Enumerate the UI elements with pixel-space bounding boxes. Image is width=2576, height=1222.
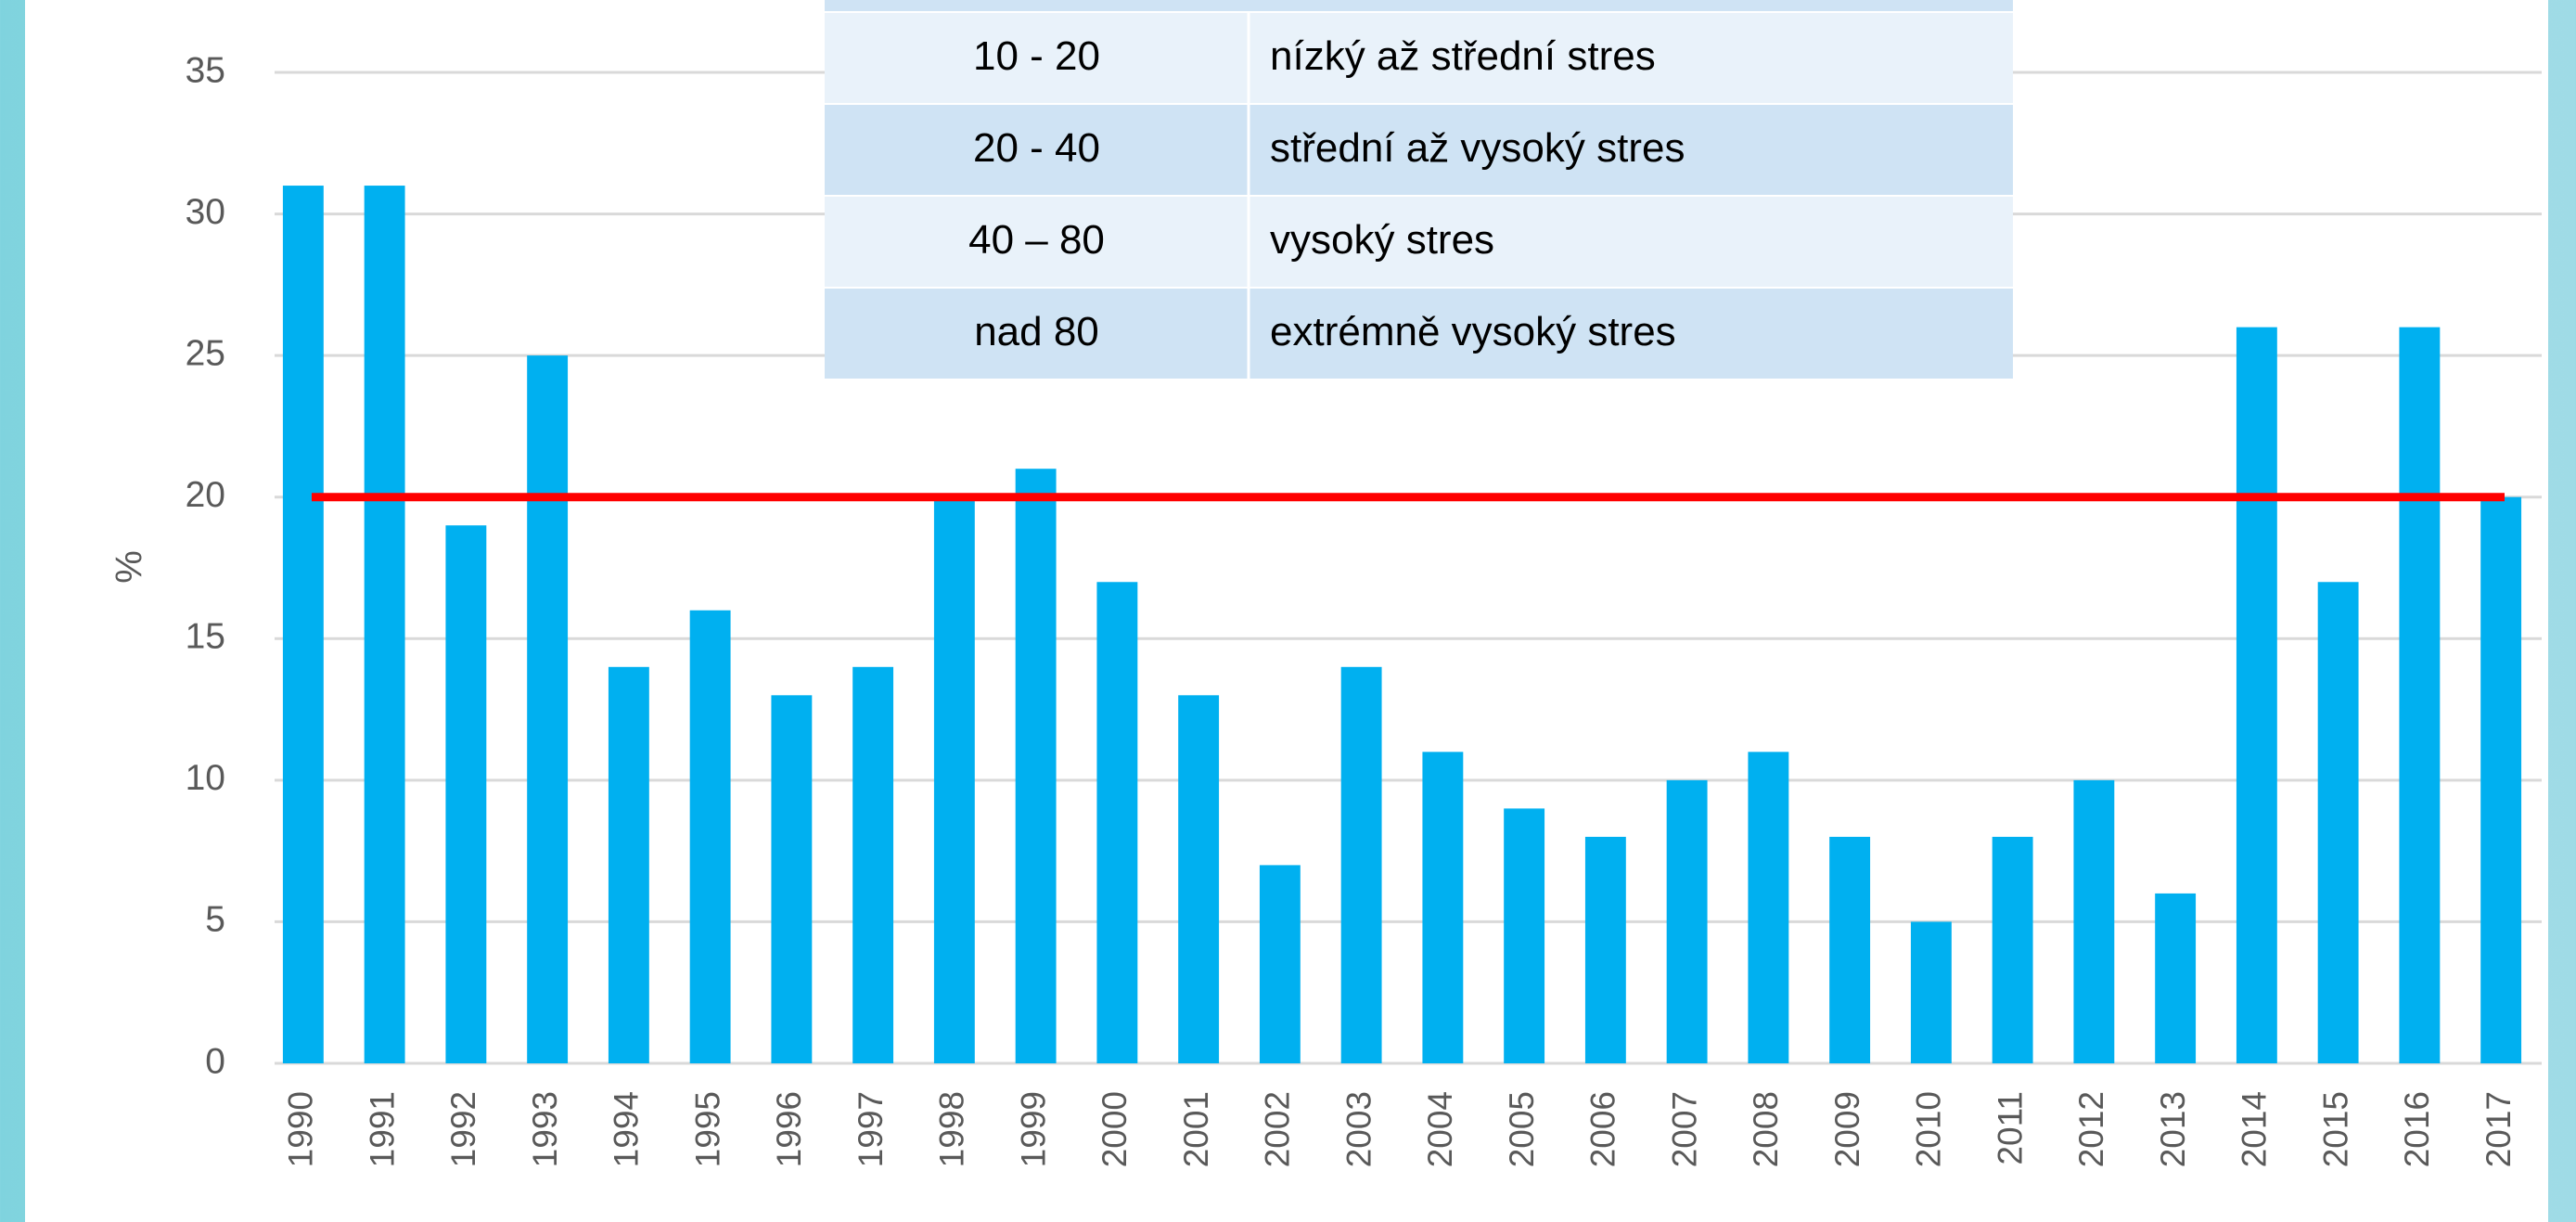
- bar: [1422, 752, 1464, 1063]
- y-tick-label: 5: [205, 900, 225, 940]
- bar: [364, 186, 405, 1064]
- bar: [1584, 836, 1626, 1063]
- table-cell: 20 - 40: [973, 125, 1100, 171]
- x-tick-label: 1995: [688, 1091, 726, 1167]
- bar: [2155, 893, 2197, 1063]
- table-cell: vysoký stres: [1270, 217, 1494, 263]
- bar: [2317, 582, 2359, 1063]
- x-tick-label: 2015: [2316, 1091, 2354, 1167]
- x-tick-label: 2016: [2398, 1091, 2436, 1167]
- bar: [2480, 496, 2522, 1063]
- table-row: [825, 105, 2013, 195]
- table-cell: střední až vysoký stres: [1270, 125, 1685, 171]
- bar: [2399, 327, 2441, 1064]
- table-cell: 10 - 20: [973, 33, 1100, 79]
- bar: [771, 695, 813, 1063]
- y-tick-label: 20: [186, 475, 225, 515]
- x-tick-label: 1998: [933, 1091, 971, 1167]
- y-tick-label: 35: [186, 50, 225, 90]
- x-tick-label: 2009: [1828, 1091, 1866, 1167]
- table-row: [825, 13, 2013, 103]
- bar: [1992, 836, 2033, 1063]
- x-tick-label: 2017: [2480, 1091, 2518, 1167]
- table-cell: 40 – 80: [968, 217, 1105, 263]
- x-tick-label: 1990: [282, 1091, 320, 1167]
- x-tick-label: 1992: [444, 1091, 482, 1167]
- y-tick-label: 0: [205, 1041, 225, 1081]
- bar: [933, 496, 975, 1063]
- y-axis-label: %: [109, 550, 150, 584]
- bar: [1748, 752, 1789, 1063]
- bar: [852, 666, 894, 1063]
- x-tick-label: 2006: [1584, 1091, 1622, 1167]
- y-tick-label: 30: [186, 192, 225, 232]
- bar: [527, 355, 569, 1064]
- bar: [1015, 469, 1057, 1063]
- x-tick-label: 1991: [363, 1091, 401, 1167]
- table-row-cut: [825, 0, 2013, 11]
- x-tick-label: 2001: [1177, 1091, 1215, 1167]
- table-row: [825, 289, 2013, 379]
- x-tick-label: 1999: [1014, 1091, 1052, 1167]
- bar: [1178, 695, 1220, 1063]
- bar: [1259, 865, 1301, 1063]
- bar: [1504, 808, 1545, 1063]
- bar: [1340, 666, 1382, 1063]
- y-tick-label: 10: [186, 758, 225, 798]
- x-tick-label: 1996: [770, 1091, 808, 1167]
- x-tick-label: 2011: [1991, 1091, 2029, 1165]
- x-tick-label: 2013: [2154, 1091, 2192, 1167]
- table-cell: nad 80: [974, 309, 1099, 354]
- x-tick-label: 2004: [1421, 1091, 1459, 1167]
- x-tick-label: 2005: [1503, 1091, 1541, 1167]
- bar: [1910, 921, 1952, 1063]
- x-tick-label: 2000: [1096, 1091, 1134, 1167]
- bar: [282, 186, 324, 1064]
- table-cell: extrémně vysoký stres: [1270, 309, 1676, 354]
- x-tick-label: 1993: [526, 1091, 564, 1167]
- x-tick-label: 1994: [608, 1091, 646, 1167]
- bar: [1666, 779, 1708, 1063]
- y-tick-label: 25: [186, 333, 225, 373]
- x-tick-label: 2007: [1665, 1091, 1703, 1167]
- x-tick-label: 2014: [2236, 1091, 2274, 1167]
- bar: [689, 610, 731, 1063]
- bar: [1829, 836, 1871, 1063]
- x-tick-label: 2008: [1747, 1091, 1785, 1167]
- x-tick-label: 1997: [852, 1091, 890, 1167]
- y-tick-label: 15: [186, 617, 225, 657]
- x-tick-label: 2002: [1259, 1091, 1297, 1167]
- bar: [608, 666, 649, 1063]
- x-tick-label: 2003: [1339, 1091, 1378, 1167]
- table-cell: nízký až střední stres: [1270, 33, 1656, 79]
- x-tick-label: 2012: [2072, 1091, 2110, 1167]
- bar: [2073, 779, 2115, 1063]
- x-tick-label: 2010: [1910, 1091, 1948, 1167]
- bar: [2236, 327, 2277, 1064]
- table-row: [825, 197, 2013, 287]
- bar: [1096, 582, 1138, 1063]
- bar: [445, 525, 487, 1063]
